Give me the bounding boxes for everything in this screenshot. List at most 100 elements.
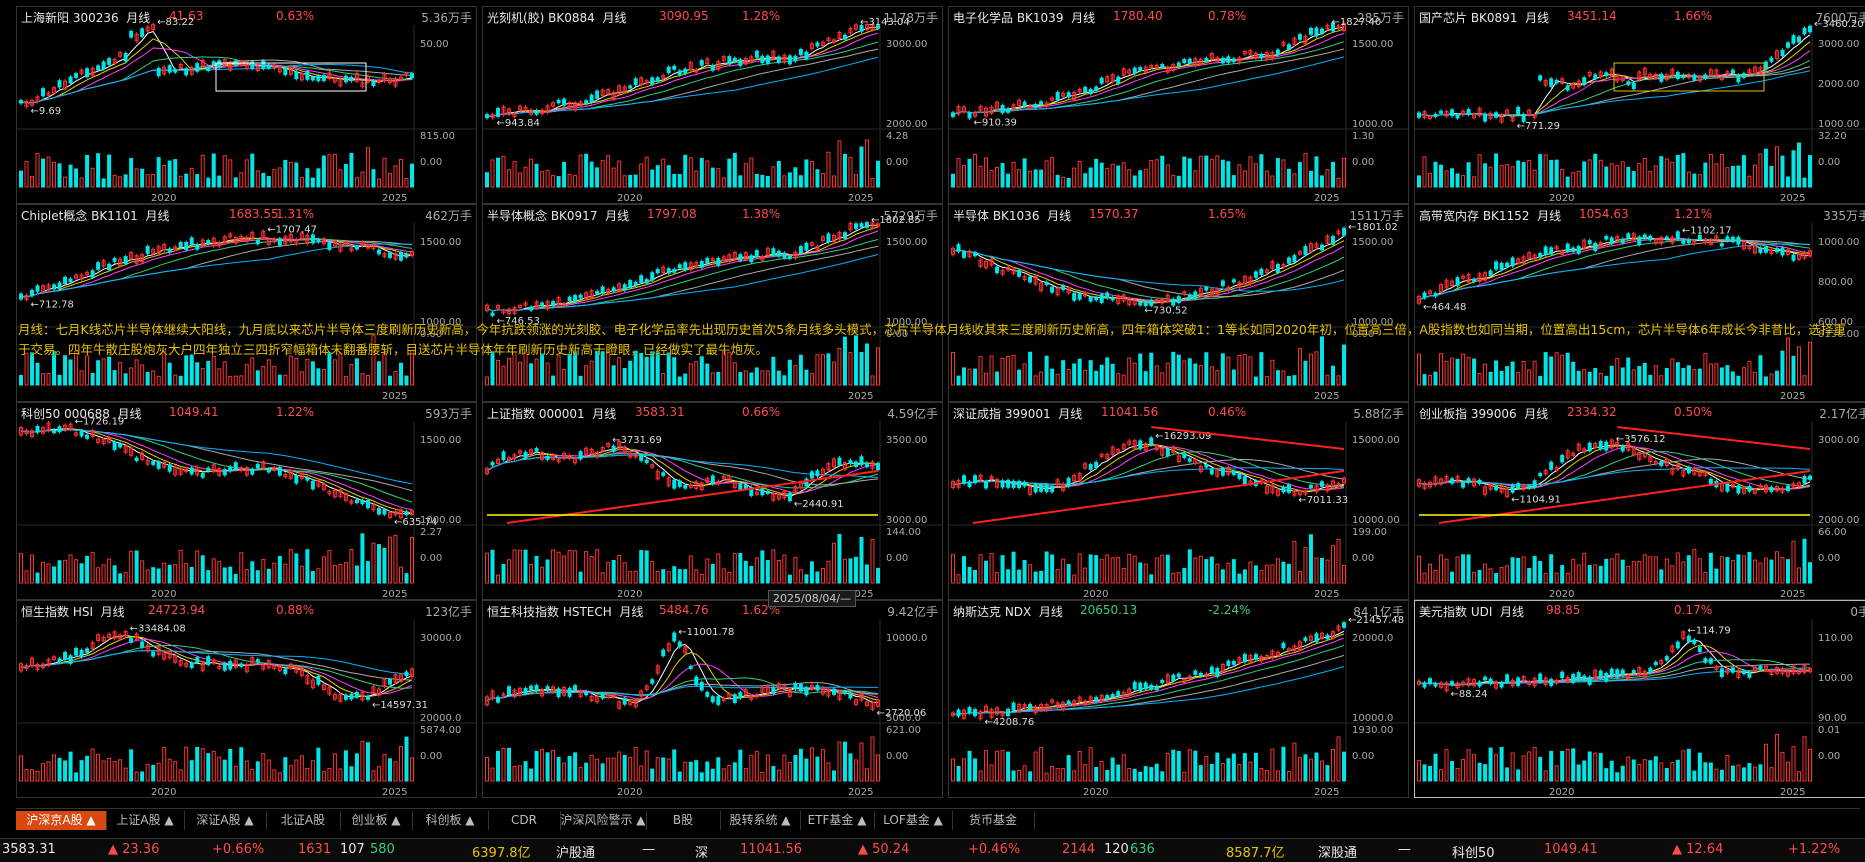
chart-panel-300236[interactable]: 上海新阳 300236 月线 41.63 0.63% 5.36万手 ←83.22 ←… — [16, 6, 477, 204]
candle-body — [485, 467, 489, 475]
panel-header: 国产芯片 BK0891 月线 3451.14 1.66% 7600万手 — [1419, 9, 1865, 25]
tab-3[interactable]: 北证A股 — [266, 811, 341, 830]
volume-bar — [145, 569, 150, 584]
volume-bar — [848, 753, 853, 782]
tab-10[interactable]: ETF基金 ▲ — [800, 811, 875, 830]
candle-body — [606, 288, 611, 294]
tab-4[interactable]: 创业板 ▲ — [340, 811, 413, 830]
sgt-label[interactable]: 深股通 — [1318, 846, 1358, 861]
volume-bar — [951, 554, 955, 584]
kc-label: 科创50 — [1452, 846, 1495, 861]
volume-bar — [732, 362, 737, 386]
candle-body — [600, 286, 605, 294]
volume-bar — [1675, 154, 1680, 188]
candle-body — [1308, 635, 1313, 641]
volume-bar — [1642, 362, 1647, 386]
candle-body — [1105, 76, 1110, 83]
volume-bar — [1039, 371, 1044, 386]
panel-title: Chiplet概念 BK1101 月线 — [21, 209, 170, 223]
candle-body — [639, 454, 644, 461]
volume-bar — [540, 566, 545, 584]
candle-body — [650, 679, 655, 684]
tab-7[interactable]: 沪深风险警示 ▲ — [560, 811, 647, 830]
chart-panel-hstech[interactable]: 恒生科技指数 HSTECH 月线 5484.76 1.62% 9.42亿手 ←11… — [482, 600, 943, 798]
volume-bar — [705, 558, 710, 584]
x-tick: 2020 — [617, 193, 642, 204]
chart-panel-bk1101[interactable]: Chiplet概念 BK1101 月线 1683.55 1.31% 462万手 ←… — [16, 204, 477, 402]
volume-bar — [118, 759, 123, 782]
tab-8[interactable]: B股 — [646, 811, 721, 830]
volume-bar — [545, 752, 550, 782]
volume-bar — [1780, 155, 1785, 188]
tab-5[interactable]: 科创板 ▲ — [412, 811, 489, 830]
candle-body — [1444, 279, 1449, 288]
tab-6[interactable]: CDR — [488, 811, 561, 830]
chart-panel-hsi[interactable]: 恒生指数 HSI 月线 24723.94 0.88% 123亿手 ←33484.0… — [16, 600, 477, 798]
volume-bar — [1138, 771, 1143, 782]
volume-bar — [1286, 770, 1291, 782]
volume-bar — [1527, 369, 1532, 386]
tab-2[interactable]: 深证A股 ▲ — [184, 811, 267, 830]
candle-body — [639, 77, 644, 86]
chart-panel-bk0884[interactable]: 光刻机(胶) BK0884 月线 3090.95 1.28% 1178万手 ←31… — [482, 6, 943, 204]
chart-panel-000001[interactable]: 上证指数 000001 月线 3583.31 0.66% 4.59亿手 ←3731… — [482, 402, 943, 600]
volume-bar — [1055, 768, 1060, 782]
candle-body — [1237, 57, 1242, 64]
volume-bar — [1670, 358, 1675, 386]
volume-bar — [518, 361, 523, 386]
candle-body — [655, 269, 660, 274]
volume-bar — [1587, 371, 1592, 386]
volume-bar — [1642, 158, 1647, 188]
volume-bar — [1066, 177, 1071, 188]
volume-bar — [622, 754, 627, 782]
market-tabs: 沪深京A股 ▲ 上证A股 ▲ 深证A股 ▲ 北证A股 创业板 ▲ 科创板 ▲ CDR 沪深风险… — [16, 808, 1860, 831]
volume-bar — [1439, 164, 1444, 188]
volume-bar — [1791, 150, 1796, 188]
volume-bar — [1094, 370, 1099, 386]
candle-body — [360, 241, 365, 247]
candle-body — [1466, 478, 1471, 483]
volume-bar — [288, 355, 293, 386]
volume-bar — [655, 351, 660, 386]
volume-bar — [732, 762, 737, 782]
candle-body — [1472, 278, 1477, 283]
chart-panel-399001[interactable]: 深证成指 399001 月线 11041.56 0.46% 5.88亿手 ←162… — [948, 402, 1409, 600]
volume-bar — [173, 761, 178, 782]
hgt-label[interactable]: 沪股通 — [556, 846, 596, 861]
candle-body — [1033, 104, 1038, 108]
tab-11[interactable]: LOF基金 ▲ — [874, 811, 953, 830]
tab-9[interactable]: 股转系统 ▲ — [720, 811, 801, 830]
tab-0[interactable]: 沪深京A股 ▲ — [16, 811, 107, 830]
candle-body — [1785, 42, 1790, 48]
candle-body — [1226, 660, 1231, 666]
tab-1[interactable]: 上证A股 ▲ — [106, 811, 185, 830]
chart-panel-bk0891[interactable]: 国产芯片 BK0891 月线 3451.14 1.66% 7600万手 ←3460… — [1414, 6, 1865, 204]
chart-panel-bk0917[interactable]: 半导体概念 BK0917 月线 1797.08 1.38% 5729万手 ←180… — [482, 204, 943, 402]
candle-body — [1488, 678, 1493, 685]
chart-panel-bk1152[interactable]: 高带宽内存 BK1152 月线 1054.63 1.21% 335万手←1102… — [1414, 204, 1865, 402]
candle-body — [512, 454, 517, 460]
chart-panel-bk1039[interactable]: 电子化学品 BK1039 月线 1780.40 0.78% 285万手 ←1827… — [948, 6, 1409, 204]
candle-body — [617, 85, 622, 95]
chart-panel-399006[interactable]: 创业板指 399006 月线 2334.32 0.50% 2.17亿手 ←3576… — [1414, 402, 1865, 600]
volume-bar — [1466, 749, 1471, 782]
volume-bar — [1571, 361, 1576, 386]
tab-12[interactable]: 货币基金 — [952, 811, 1035, 830]
volume-bar — [1461, 554, 1466, 584]
volume-bar — [151, 173, 156, 188]
volume-bar — [694, 569, 699, 584]
chart-panel-udi[interactable]: 美元指数 UDI 月线 98.85 0.17% 0手←114.79←88.241… — [1414, 600, 1865, 798]
volume-bar — [1439, 769, 1444, 782]
volume-bar — [272, 562, 277, 584]
volume-bar — [699, 157, 704, 188]
candle-body — [1675, 231, 1680, 240]
chart-panel-bk1036[interactable]: 半导体 BK1036 月线 1570.37 1.65% 1511万手 ←1801.… — [948, 204, 1409, 402]
chart-panel-000688[interactable]: 科创50 000688 月线 1049.41 1.22% 593万手 ←1726.… — [16, 402, 477, 600]
chart-panel-ndx[interactable]: 纳斯达克 NDX 月线 20650.13 -2.24% 84.1亿手 ←21457… — [948, 600, 1409, 798]
volume-bar — [1342, 751, 1346, 782]
low-label: ←712.78 — [31, 299, 74, 310]
volume-bar — [551, 749, 556, 782]
panel-title: 创业板指 399006 月线 — [1419, 407, 1549, 421]
low-label: ←464.48 — [1423, 302, 1466, 313]
candle-body — [556, 99, 561, 104]
